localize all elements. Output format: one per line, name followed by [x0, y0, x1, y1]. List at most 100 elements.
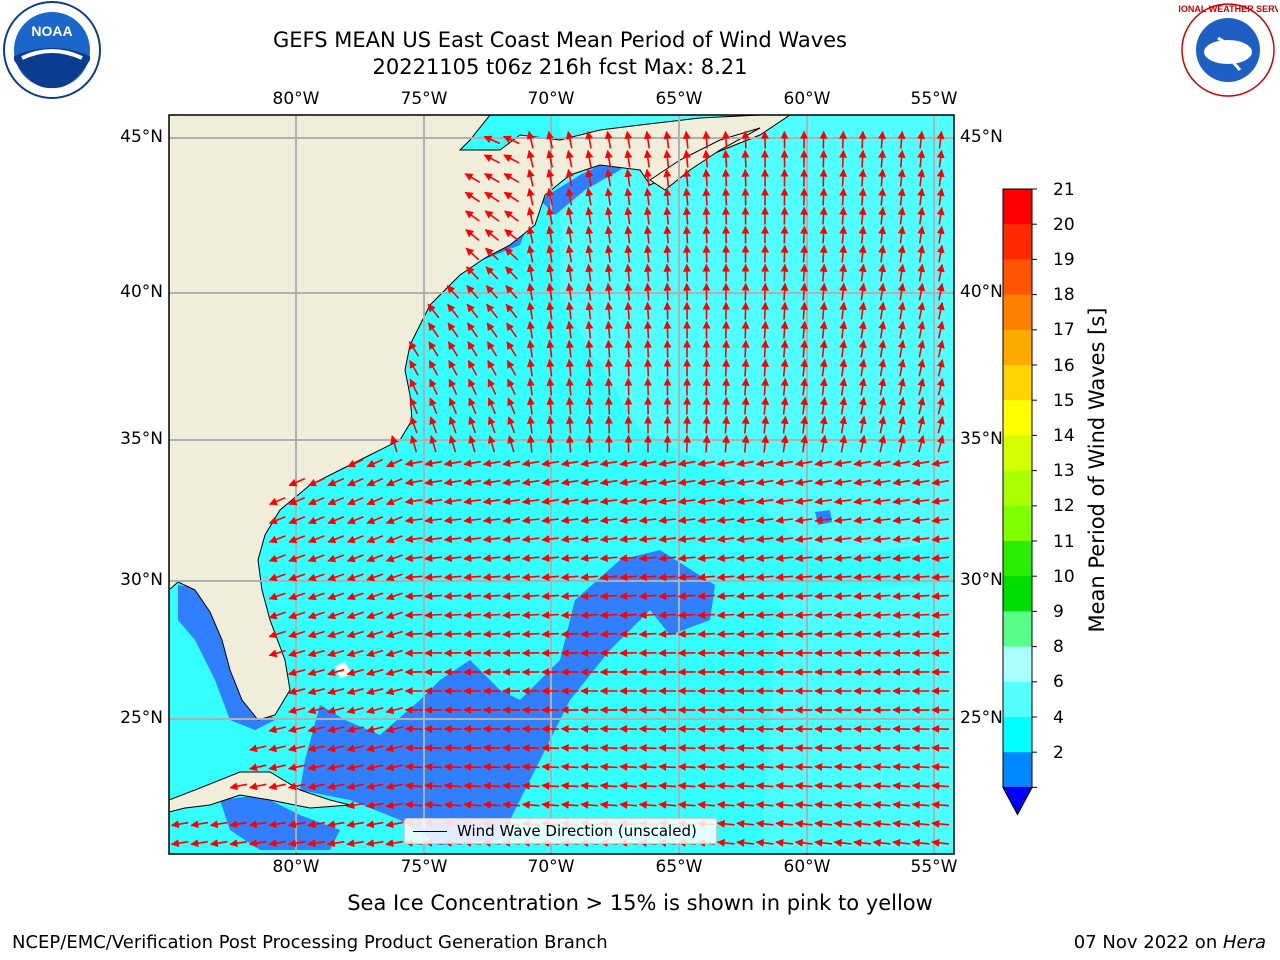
wind-wave-arrow — [839, 263, 848, 282]
wind-wave-arrow — [775, 573, 794, 582]
wind-wave-arrow — [917, 225, 926, 244]
wind-wave-arrow — [526, 168, 535, 187]
lon-label-bottom-60w: 60°W — [783, 857, 831, 877]
wind-wave-arrow — [775, 800, 794, 809]
colorbar-segment — [1003, 681, 1032, 718]
wind-wave-arrow — [839, 358, 848, 377]
wind-wave-arrow — [288, 535, 306, 544]
wind-wave-arrow — [464, 191, 481, 203]
wind-wave-arrow — [448, 416, 457, 434]
wind-wave-arrow — [936, 416, 945, 434]
wind-wave-arrow — [424, 630, 443, 639]
wind-wave-arrow — [897, 168, 906, 187]
wind-wave-arrow — [604, 320, 613, 339]
wind-wave-arrow — [833, 800, 852, 809]
wind-wave-arrow — [585, 415, 594, 434]
wind-wave-arrow — [585, 263, 594, 282]
wind-wave-arrow — [814, 819, 833, 828]
wind-wave-arrow — [897, 339, 906, 358]
colorbar-segment — [1003, 329, 1032, 366]
wind-wave-arrow — [736, 743, 755, 752]
wind-wave-arrow — [741, 434, 750, 453]
wind-wave-arrow — [638, 516, 657, 525]
wind-wave-arrow — [366, 706, 384, 715]
wind-wave-arrow — [580, 592, 599, 601]
wind-wave-arrow — [878, 396, 887, 415]
wind-wave-arrow — [780, 358, 789, 377]
wind-wave-arrow — [716, 554, 735, 563]
wind-wave-arrow — [619, 592, 638, 601]
wind-wave-arrow — [917, 282, 926, 301]
wind-wave-arrow — [604, 263, 613, 282]
wind-wave-arrow — [565, 225, 574, 244]
wind-wave-arrow — [560, 478, 579, 487]
low-period-region-bahamas — [300, 550, 715, 845]
wind-wave-arrow — [677, 516, 696, 525]
wind-wave-arrow — [936, 225, 945, 244]
wind-wave-arrow — [560, 630, 579, 639]
wind-wave-arrow — [872, 497, 891, 506]
wind-wave-arrow — [507, 397, 516, 415]
wind-wave-arrow — [327, 592, 345, 601]
wind-wave-arrow — [404, 459, 423, 468]
lon-label-top-55w: 55°W — [910, 89, 958, 109]
wind-wave-arrow — [800, 415, 809, 434]
wind-wave-arrow — [483, 135, 501, 145]
wind-wave-arrow — [858, 358, 867, 377]
wind-wave-arrow — [604, 206, 613, 225]
wind-wave-arrow — [409, 416, 418, 434]
footer-machine: Hera — [1222, 932, 1266, 953]
wind-wave-arrow — [858, 244, 867, 263]
wind-wave-arrow — [897, 263, 906, 282]
wind-wave-arrow — [560, 762, 579, 771]
wind-wave-arrow — [702, 244, 711, 263]
wind-wave-arrow — [599, 630, 618, 639]
wind-wave-arrow — [722, 434, 731, 453]
wind-wave-arrow — [546, 168, 555, 187]
wind-wave-arrow — [917, 435, 926, 453]
wind-wave-arrow — [404, 497, 423, 506]
wind-wave-arrow — [892, 459, 911, 468]
wind-wave-arrow — [839, 187, 848, 206]
colorbar-tick-4: 4 — [1053, 708, 1064, 728]
wind-wave-arrow — [463, 630, 482, 639]
wind-wave-arrow — [897, 225, 906, 244]
wind-wave-arrow — [521, 554, 540, 563]
wind-wave-arrow — [878, 339, 887, 358]
wind-wave-arrow — [526, 149, 535, 168]
lat-label-right-40n: 40°N — [960, 282, 1003, 302]
wind-wave-arrow — [624, 168, 633, 187]
wind-wave-arrow — [505, 284, 518, 299]
wind-wave-arrow — [209, 839, 228, 848]
legend-label: Wind Wave Direction (unscaled) — [457, 822, 697, 840]
wind-wave-arrow — [736, 592, 755, 601]
wind-wave-arrow — [853, 762, 872, 771]
wind-wave-arrow — [819, 339, 828, 358]
colorbar-extend-arrow — [1002, 786, 1033, 816]
wind-wave-arrow — [541, 592, 560, 601]
wind-wave-arrow — [800, 358, 809, 377]
wind-wave-arrow — [327, 649, 345, 658]
wind-wave-arrow — [800, 434, 809, 453]
lon-label-top-70w: 70°W — [527, 89, 575, 109]
wind-wave-arrow — [917, 396, 926, 415]
wind-wave-arrow — [736, 497, 755, 506]
wind-wave-arrow — [780, 263, 789, 282]
wind-wave-arrow — [429, 397, 438, 415]
colorbar-tick-10: 10 — [1053, 567, 1075, 587]
wind-wave-arrow — [327, 477, 345, 487]
wind-wave-arrow — [697, 630, 716, 639]
wind-wave-arrow — [580, 535, 598, 544]
wind-wave-arrow — [385, 630, 403, 639]
wind-wave-arrow — [585, 225, 594, 244]
wind-wave-arrow — [424, 762, 443, 771]
wind-wave-arrow — [326, 744, 345, 753]
wind-wave-arrow — [658, 478, 677, 487]
wind-wave-arrow — [521, 762, 540, 771]
wind-wave-arrow — [858, 339, 867, 358]
wind-wave-arrow — [931, 516, 949, 525]
wind-wave-arrow — [346, 535, 364, 544]
wind-wave-arrow — [248, 744, 267, 753]
wind-wave-arrow — [833, 497, 852, 506]
wind-wave-arrow — [521, 630, 540, 639]
